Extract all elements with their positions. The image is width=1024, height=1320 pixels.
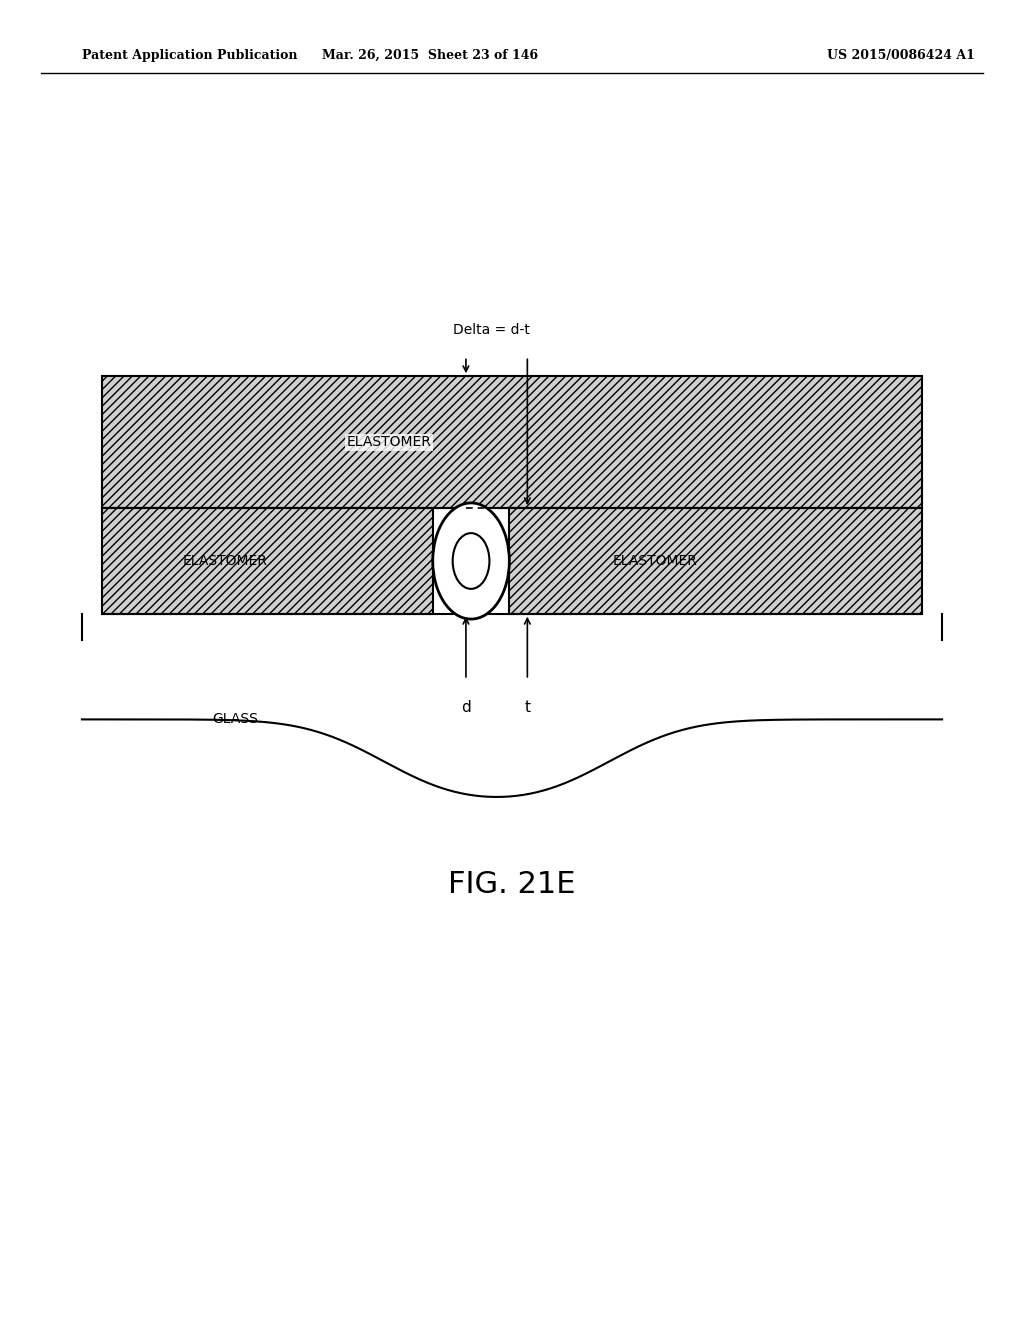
Bar [102,376,922,508]
Text: GLASS: GLASS [213,713,258,726]
Text: Patent Application Publication: Patent Application Publication [82,49,297,62]
Ellipse shape [453,533,489,589]
Text: ELASTOMER: ELASTOMER [613,554,697,568]
Text: Delta = d-t: Delta = d-t [453,323,530,337]
Text: ELASTOMER: ELASTOMER [183,554,267,568]
Bar [509,508,922,614]
Ellipse shape [433,503,509,619]
Text: d: d [461,700,471,714]
Text: t: t [524,700,530,714]
Text: US 2015/0086424 A1: US 2015/0086424 A1 [827,49,975,62]
Text: Mar. 26, 2015  Sheet 23 of 146: Mar. 26, 2015 Sheet 23 of 146 [322,49,539,62]
Text: FIG. 21E: FIG. 21E [449,870,575,899]
Text: ELASTOMER: ELASTOMER [347,436,431,449]
Bar [102,508,433,614]
